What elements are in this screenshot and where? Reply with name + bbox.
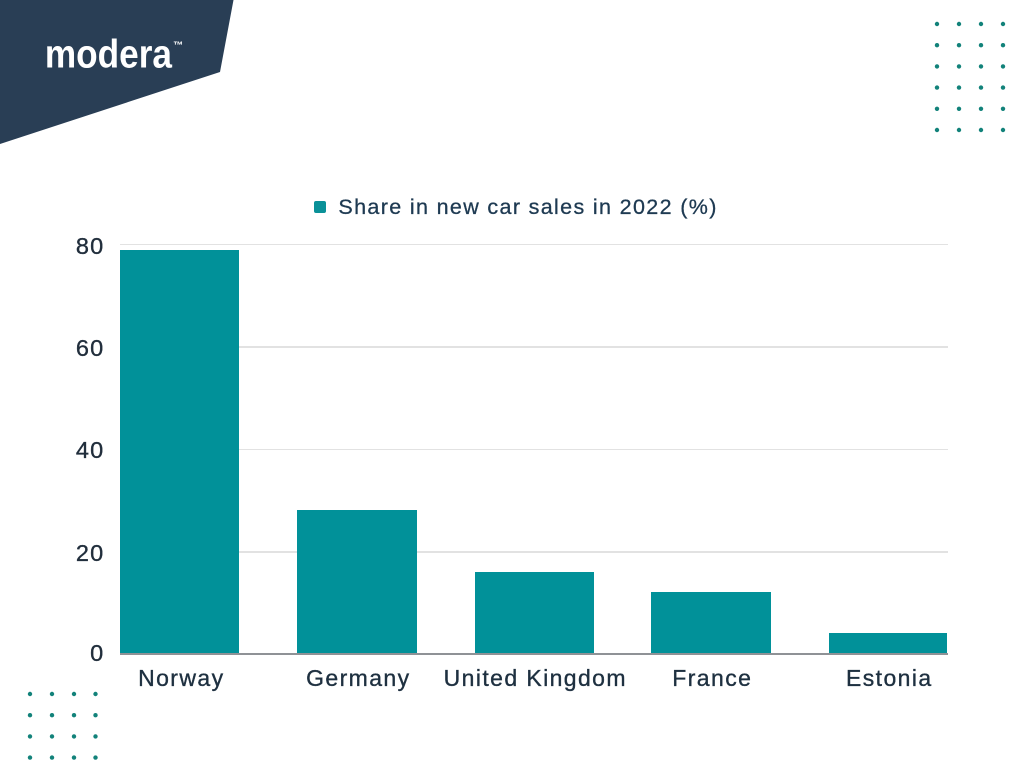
svg-text:modera: modera <box>45 31 173 76</box>
svg-text:™: ™ <box>173 40 183 51</box>
